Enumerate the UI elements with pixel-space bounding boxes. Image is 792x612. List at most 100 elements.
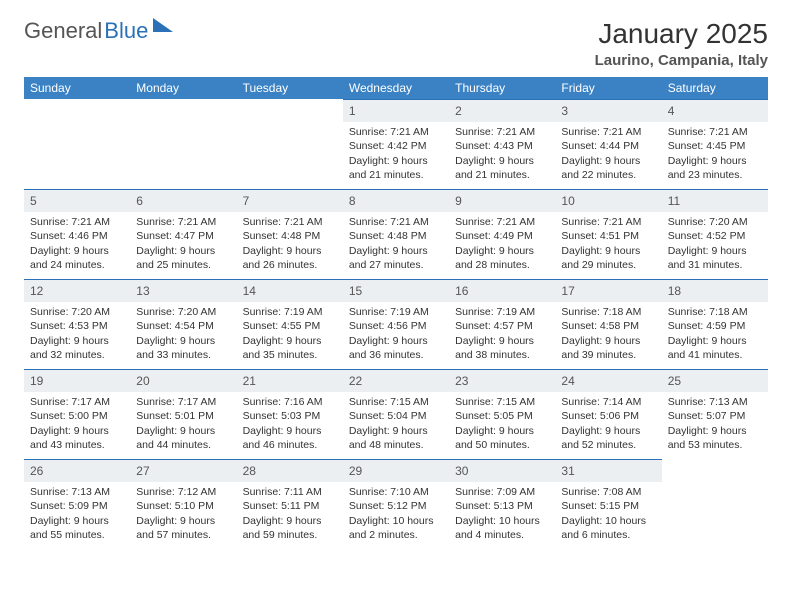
day-number: 3	[555, 99, 661, 122]
calendar-day: 4Sunrise: 7:21 AMSunset: 4:45 PMDaylight…	[662, 99, 768, 189]
sunset-line: Sunset: 4:43 PM	[455, 139, 549, 153]
day-number: 1	[343, 99, 449, 122]
day-body: Sunrise: 7:13 AMSunset: 5:09 PMDaylight:…	[24, 482, 130, 548]
calendar-day: 23Sunrise: 7:15 AMSunset: 5:05 PMDayligh…	[449, 369, 555, 459]
month-title: January 2025	[595, 18, 768, 50]
daylight-line: Daylight: 9 hours and 24 minutes.	[30, 244, 124, 272]
day-body: Sunrise: 7:21 AMSunset: 4:46 PMDaylight:…	[24, 212, 130, 278]
daylight-line: Daylight: 9 hours and 39 minutes.	[561, 334, 655, 362]
sunset-line: Sunset: 4:53 PM	[30, 319, 124, 333]
sunrise-line: Sunrise: 7:21 AM	[668, 125, 762, 139]
sunset-line: Sunset: 4:55 PM	[243, 319, 337, 333]
day-number: 29	[343, 459, 449, 482]
logo-text-1: General	[24, 18, 102, 44]
daylight-line: Daylight: 9 hours and 31 minutes.	[668, 244, 762, 272]
daylight-line: Daylight: 9 hours and 26 minutes.	[243, 244, 337, 272]
sunrise-line: Sunrise: 7:20 AM	[30, 305, 124, 319]
calendar-table: SundayMondayTuesdayWednesdayThursdayFrid…	[24, 77, 768, 549]
day-header: Monday	[130, 77, 236, 99]
sunrise-line: Sunrise: 7:19 AM	[455, 305, 549, 319]
day-number: 4	[662, 99, 768, 122]
calendar-day: 19Sunrise: 7:17 AMSunset: 5:00 PMDayligh…	[24, 369, 130, 459]
sunrise-line: Sunrise: 7:21 AM	[349, 215, 443, 229]
sunrise-line: Sunrise: 7:09 AM	[455, 485, 549, 499]
day-number: 31	[555, 459, 661, 482]
calendar-day: 25Sunrise: 7:13 AMSunset: 5:07 PMDayligh…	[662, 369, 768, 459]
sunrise-line: Sunrise: 7:11 AM	[243, 485, 337, 499]
daylight-line: Daylight: 9 hours and 41 minutes.	[668, 334, 762, 362]
day-number: 27	[130, 459, 236, 482]
day-body: Sunrise: 7:08 AMSunset: 5:15 PMDaylight:…	[555, 482, 661, 548]
daylight-line: Daylight: 9 hours and 55 minutes.	[30, 514, 124, 542]
day-number: 9	[449, 189, 555, 212]
daylight-line: Daylight: 9 hours and 25 minutes.	[136, 244, 230, 272]
day-body: Sunrise: 7:18 AMSunset: 4:58 PMDaylight:…	[555, 302, 661, 368]
daylight-line: Daylight: 9 hours and 48 minutes.	[349, 424, 443, 452]
sunset-line: Sunset: 4:56 PM	[349, 319, 443, 333]
daylight-line: Daylight: 10 hours and 2 minutes.	[349, 514, 443, 542]
title-block: January 2025 Laurino, Campania, Italy	[595, 18, 768, 69]
sunrise-line: Sunrise: 7:21 AM	[455, 215, 549, 229]
calendar-day: 27Sunrise: 7:12 AMSunset: 5:10 PMDayligh…	[130, 459, 236, 549]
day-number: 30	[449, 459, 555, 482]
day-number: 22	[343, 369, 449, 392]
sunset-line: Sunset: 4:48 PM	[243, 229, 337, 243]
daylight-line: Daylight: 9 hours and 53 minutes.	[668, 424, 762, 452]
sunrise-line: Sunrise: 7:17 AM	[136, 395, 230, 409]
sunrise-line: Sunrise: 7:21 AM	[455, 125, 549, 139]
day-number: 26	[24, 459, 130, 482]
daylight-line: Daylight: 9 hours and 59 minutes.	[243, 514, 337, 542]
day-body: Sunrise: 7:19 AMSunset: 4:55 PMDaylight:…	[237, 302, 343, 368]
calendar-day: 15Sunrise: 7:19 AMSunset: 4:56 PMDayligh…	[343, 279, 449, 369]
calendar-day: 1Sunrise: 7:21 AMSunset: 4:42 PMDaylight…	[343, 99, 449, 189]
day-body: Sunrise: 7:20 AMSunset: 4:54 PMDaylight:…	[130, 302, 236, 368]
day-number: 5	[24, 189, 130, 212]
sunrise-line: Sunrise: 7:12 AM	[136, 485, 230, 499]
calendar-body: ......1Sunrise: 7:21 AMSunset: 4:42 PMDa…	[24, 99, 768, 549]
sunset-line: Sunset: 5:10 PM	[136, 499, 230, 513]
calendar-day: 16Sunrise: 7:19 AMSunset: 4:57 PMDayligh…	[449, 279, 555, 369]
sunset-line: Sunset: 5:13 PM	[455, 499, 549, 513]
day-body: Sunrise: 7:13 AMSunset: 5:07 PMDaylight:…	[662, 392, 768, 458]
sunrise-line: Sunrise: 7:14 AM	[561, 395, 655, 409]
day-number: 18	[662, 279, 768, 302]
daylight-line: Daylight: 9 hours and 22 minutes.	[561, 154, 655, 182]
day-number: 14	[237, 279, 343, 302]
sunset-line: Sunset: 4:44 PM	[561, 139, 655, 153]
day-number: 13	[130, 279, 236, 302]
calendar-day: 8Sunrise: 7:21 AMSunset: 4:48 PMDaylight…	[343, 189, 449, 279]
day-body: Sunrise: 7:21 AMSunset: 4:51 PMDaylight:…	[555, 212, 661, 278]
day-body: Sunrise: 7:12 AMSunset: 5:10 PMDaylight:…	[130, 482, 236, 548]
day-number: 19	[24, 369, 130, 392]
logo-triangle-icon	[153, 18, 173, 32]
calendar-day: 22Sunrise: 7:15 AMSunset: 5:04 PMDayligh…	[343, 369, 449, 459]
sunset-line: Sunset: 4:52 PM	[668, 229, 762, 243]
day-number: 15	[343, 279, 449, 302]
sunrise-line: Sunrise: 7:20 AM	[136, 305, 230, 319]
logo-text-2: Blue	[104, 18, 148, 44]
day-header: Tuesday	[237, 77, 343, 99]
daylight-line: Daylight: 9 hours and 23 minutes.	[668, 154, 762, 182]
day-body: Sunrise: 7:21 AMSunset: 4:48 PMDaylight:…	[237, 212, 343, 278]
calendar-day: 10Sunrise: 7:21 AMSunset: 4:51 PMDayligh…	[555, 189, 661, 279]
day-number: 10	[555, 189, 661, 212]
day-body: Sunrise: 7:19 AMSunset: 4:56 PMDaylight:…	[343, 302, 449, 368]
calendar-day: 28Sunrise: 7:11 AMSunset: 5:11 PMDayligh…	[237, 459, 343, 549]
sunrise-line: Sunrise: 7:13 AM	[30, 485, 124, 499]
sunset-line: Sunset: 5:04 PM	[349, 409, 443, 423]
sunset-line: Sunset: 5:05 PM	[455, 409, 549, 423]
daylight-line: Daylight: 9 hours and 44 minutes.	[136, 424, 230, 452]
day-body: Sunrise: 7:09 AMSunset: 5:13 PMDaylight:…	[449, 482, 555, 548]
sunset-line: Sunset: 4:47 PM	[136, 229, 230, 243]
daylight-line: Daylight: 9 hours and 46 minutes.	[243, 424, 337, 452]
calendar-head: SundayMondayTuesdayWednesdayThursdayFrid…	[24, 77, 768, 99]
day-body: Sunrise: 7:21 AMSunset: 4:47 PMDaylight:…	[130, 212, 236, 278]
calendar-day: 9Sunrise: 7:21 AMSunset: 4:49 PMDaylight…	[449, 189, 555, 279]
daylight-line: Daylight: 9 hours and 50 minutes.	[455, 424, 549, 452]
calendar-week: 26Sunrise: 7:13 AMSunset: 5:09 PMDayligh…	[24, 459, 768, 549]
day-number: 7	[237, 189, 343, 212]
day-header: Thursday	[449, 77, 555, 99]
calendar-day: 17Sunrise: 7:18 AMSunset: 4:58 PMDayligh…	[555, 279, 661, 369]
sunset-line: Sunset: 4:54 PM	[136, 319, 230, 333]
day-body: Sunrise: 7:21 AMSunset: 4:43 PMDaylight:…	[449, 122, 555, 188]
